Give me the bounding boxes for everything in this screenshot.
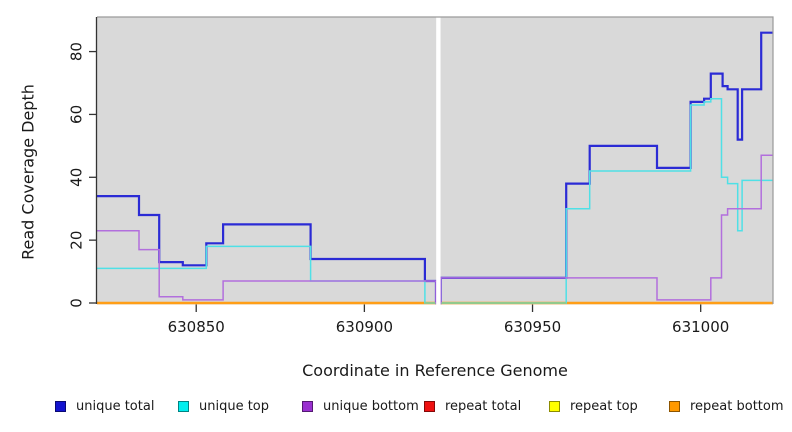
series-line-unique-total [97, 31, 773, 305]
plot-border [97, 16, 774, 304]
plot-area [97, 17, 773, 305]
y-tick-label: 40 [67, 168, 85, 187]
x-tick-label: 630850 [168, 318, 225, 336]
y-axis-title: Read Coverage Depth [18, 84, 38, 260]
no-data-gap-band [436, 16, 441, 305]
x-tick-label: 630900 [336, 318, 393, 336]
x-axis-title: Coordinate in Reference Genome [302, 361, 568, 380]
x-tick-label: 630950 [504, 318, 561, 336]
y-tick-label: 20 [67, 231, 85, 250]
x-tick-label: 631000 [672, 318, 729, 336]
y-tick-label: 60 [67, 105, 85, 124]
series-line-unique-bottom [97, 154, 773, 304]
y-tick-label: 0 [67, 298, 85, 308]
y-tick-label: 80 [67, 42, 85, 61]
